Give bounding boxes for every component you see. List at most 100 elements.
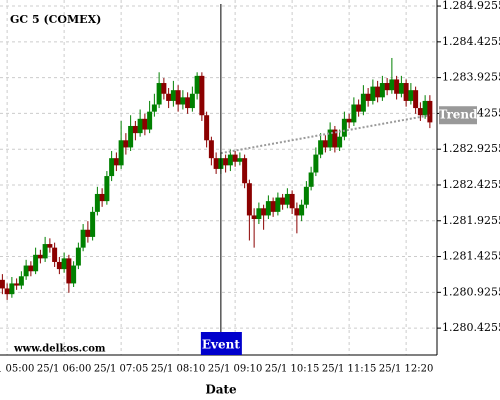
- candle-body: [379, 83, 385, 98]
- candle-body: [351, 104, 357, 123]
- candle-body: [75, 247, 81, 266]
- candle-body: [175, 90, 181, 105]
- candle-body: [408, 90, 414, 101]
- candle-body: [208, 140, 214, 159]
- candle-body: [360, 93, 366, 112]
- candle-body: [299, 204, 305, 216]
- candle-body: [42, 244, 48, 259]
- x-tick-label: 25/1 10:15: [265, 364, 319, 375]
- candle-body: [33, 254, 39, 272]
- candle-body: [384, 83, 390, 91]
- candle-body: [4, 288, 10, 295]
- candle-body: [156, 83, 162, 105]
- watermark: www.delkos.com: [13, 344, 106, 355]
- candle-body: [71, 265, 77, 284]
- y-tick-label: 1.280.4255: [442, 321, 500, 334]
- candle-body: [109, 158, 115, 177]
- candle-body: [66, 258, 72, 284]
- y-tick-label: 1.283.9255: [442, 71, 500, 84]
- candle-body: [246, 183, 252, 216]
- candle-body: [90, 211, 96, 237]
- candle-body: [237, 158, 243, 162]
- candle-body: [275, 197, 281, 212]
- candle-body: [170, 90, 176, 101]
- candle-body: [242, 158, 248, 184]
- candle-body: [142, 118, 148, 130]
- candle-body: [52, 247, 58, 262]
- y-tick-label: 1.281.9255: [442, 214, 500, 227]
- y-tick-label: 1.282.4255: [442, 178, 500, 191]
- candle-body: [128, 125, 134, 148]
- candle-body: [213, 158, 219, 169]
- candle-body: [85, 229, 91, 237]
- candle-body: [318, 140, 324, 155]
- candle-body: [427, 100, 433, 123]
- candle-body: [9, 283, 15, 295]
- y-tick-label: 1.284.9255: [442, 0, 500, 12]
- x-tick-label: 25/1 09:10: [208, 364, 262, 375]
- x-tick-label: 25/1 07:05: [94, 364, 148, 375]
- x-tick-label: 25/1 12:20: [379, 364, 433, 375]
- candle-body: [0, 279, 5, 289]
- candle-body: [403, 83, 409, 101]
- y-tick-label: 1.280.9255: [442, 285, 500, 298]
- candle-body: [204, 115, 210, 141]
- candle-body: [389, 79, 395, 91]
- candle-body: [413, 90, 419, 109]
- candle-body: [123, 140, 129, 148]
- candle-body: [265, 201, 271, 216]
- candle-body: [94, 193, 100, 212]
- candle-body: [18, 276, 24, 286]
- candle-body: [346, 118, 352, 123]
- candle-body: [137, 118, 143, 134]
- y-tick-label: 1.284.4255: [442, 35, 500, 48]
- candle-body: [99, 193, 105, 202]
- candle-body: [47, 244, 53, 248]
- x-tick-label: 25/1 11:15: [322, 364, 376, 375]
- candle-body: [398, 83, 404, 94]
- candle-body: [151, 104, 157, 112]
- candle-body: [327, 129, 333, 148]
- y-tick-label: 1.281.4255: [442, 250, 500, 263]
- candle-body: [313, 154, 319, 173]
- candle-body: [422, 100, 428, 116]
- candle-body: [394, 79, 400, 94]
- candle-body: [113, 158, 119, 166]
- candle-body: [332, 129, 338, 148]
- candle-body: [375, 86, 381, 98]
- candle-body: [185, 97, 191, 109]
- candle-body: [28, 265, 34, 272]
- candle-body: [270, 201, 276, 212]
- candle-body: [61, 258, 67, 270]
- candle-body: [56, 261, 62, 270]
- x-tick-label: 25/1 08:10: [151, 364, 205, 375]
- candle-body: [166, 93, 172, 101]
- candle-body: [370, 86, 376, 101]
- trend-line: [220, 114, 431, 155]
- x-axis-label: Date: [205, 383, 237, 397]
- candle-body: [322, 140, 328, 148]
- trend-label-box: [439, 106, 477, 125]
- candle-body: [132, 125, 138, 134]
- candle-body: [251, 215, 257, 220]
- candle-body: [37, 254, 43, 259]
- candle-body: [199, 75, 205, 116]
- candle-body: [294, 208, 300, 216]
- candle-body: [147, 111, 153, 130]
- candle-body: [118, 140, 124, 166]
- x-tick-label: 25/1 05:00: [0, 364, 34, 375]
- candle-body: [161, 83, 167, 94]
- candle-body: [104, 176, 110, 202]
- y-tick-label: 1.282.9255: [442, 142, 500, 155]
- candle-body: [289, 193, 295, 209]
- candle-body: [23, 265, 29, 277]
- candle-body: [194, 75, 200, 94]
- candle-body: [232, 154, 238, 162]
- candle-body: [417, 108, 423, 116]
- candle-body: [303, 186, 309, 205]
- candle-body: [189, 93, 195, 109]
- candle-body: [284, 193, 290, 205]
- candle-body: [280, 197, 286, 205]
